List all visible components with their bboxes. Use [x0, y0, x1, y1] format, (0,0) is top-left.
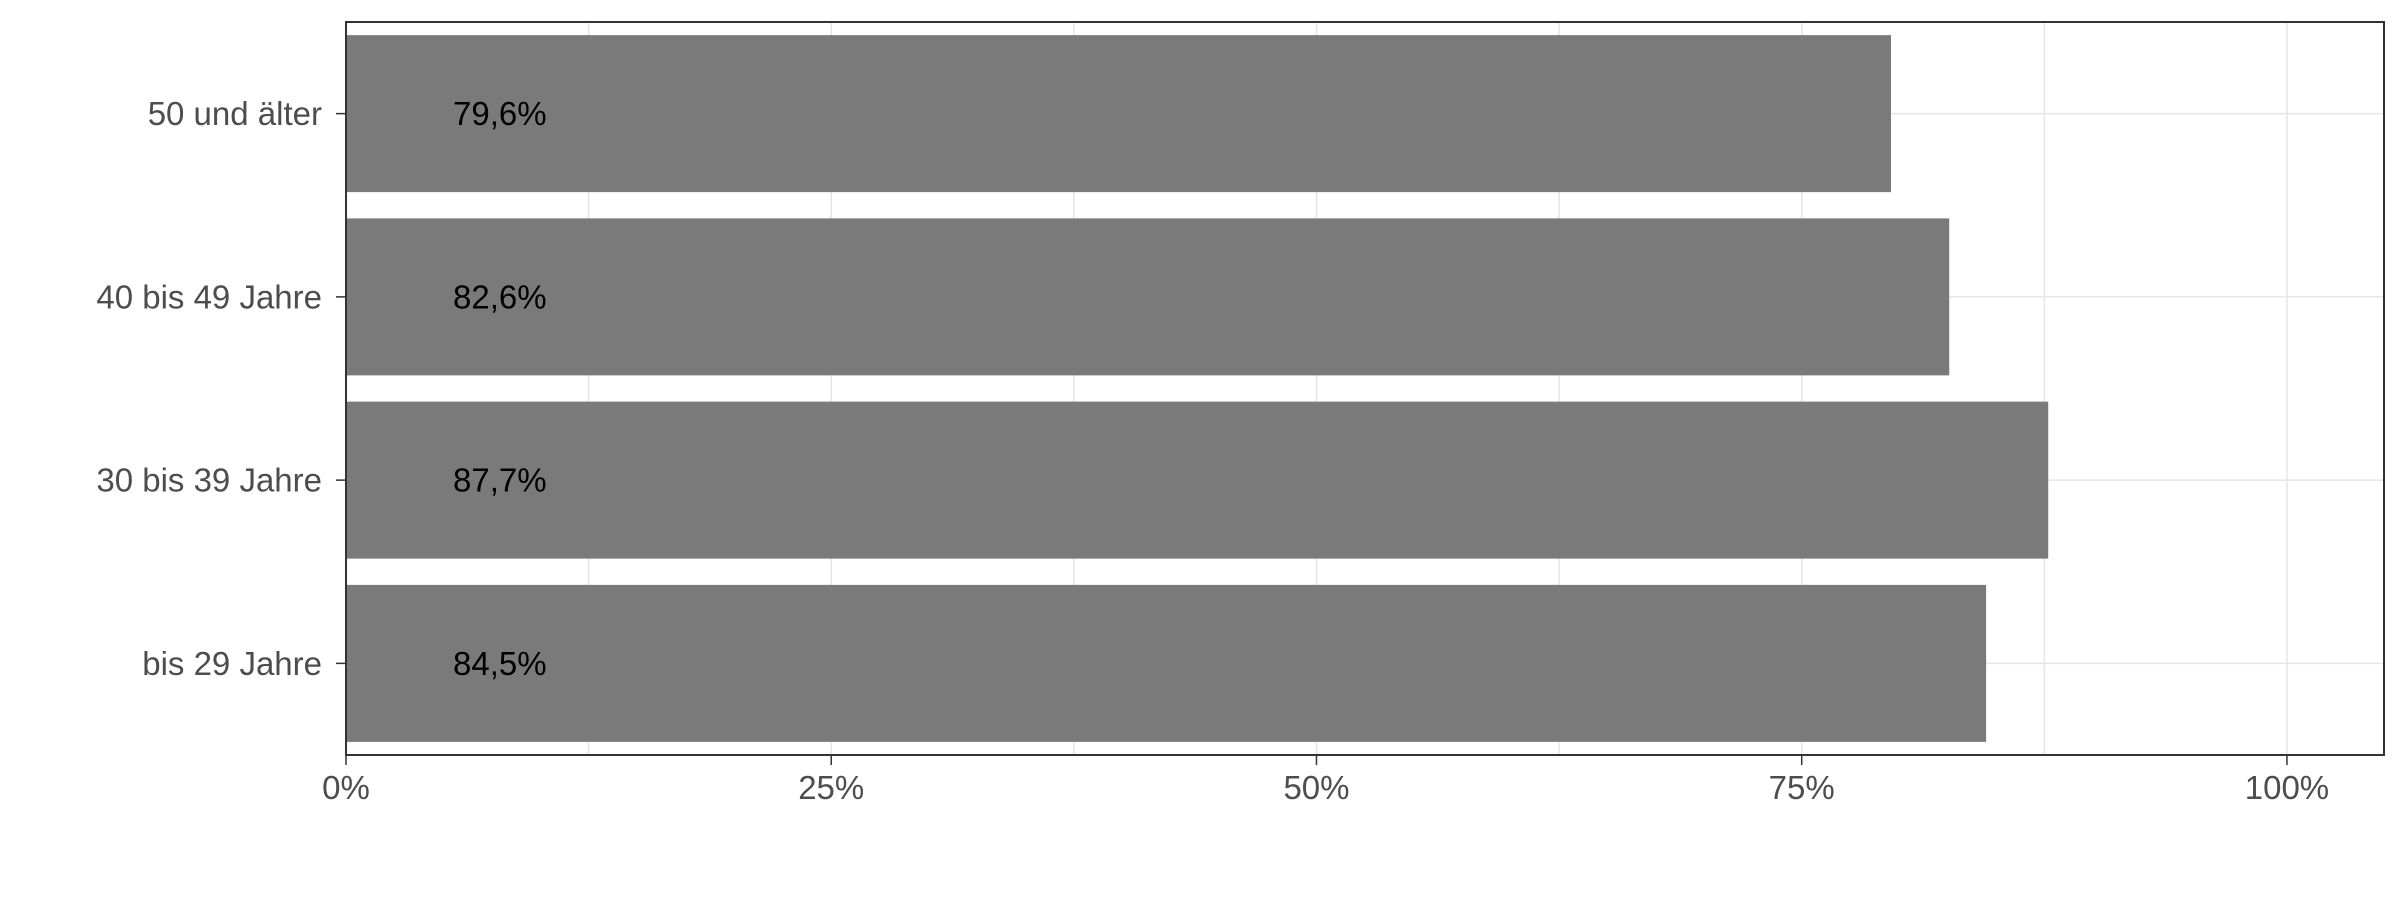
x-tick-label: 50%	[1283, 769, 1349, 806]
panel-border	[345, 21, 2385, 756]
bar-value-label: 87,7%	[453, 462, 547, 499]
bar-value-label: 84,5%	[453, 645, 547, 682]
y-tick-label: 30 bis 39 Jahre	[96, 462, 322, 499]
x-tick-label: 100%	[2245, 769, 2329, 806]
bar	[346, 35, 1891, 193]
bar	[346, 218, 1950, 376]
x-tick-label: 25%	[798, 769, 864, 806]
bar	[346, 401, 2049, 559]
y-tick-label: 50 und älter	[148, 95, 322, 132]
y-tick-label: 40 bis 49 Jahre	[96, 278, 322, 315]
bar	[346, 584, 1987, 742]
x-tick-label: 75%	[1769, 769, 1835, 806]
value-labels-layer: 79,6% 82,6% 87,7% 84,5%	[453, 95, 547, 682]
x-tick-label: 0%	[322, 769, 370, 806]
x-axis: 0% 25% 50% 75% 100%	[322, 755, 2329, 806]
bar-value-label: 79,6%	[453, 95, 547, 132]
bar-value-label: 82,6%	[453, 278, 547, 315]
bars-layer	[346, 35, 2049, 742]
y-tick-label: bis 29 Jahre	[142, 645, 322, 682]
y-axis: 50 und älter 40 bis 49 Jahre 30 bis 39 Jah…	[96, 95, 346, 682]
